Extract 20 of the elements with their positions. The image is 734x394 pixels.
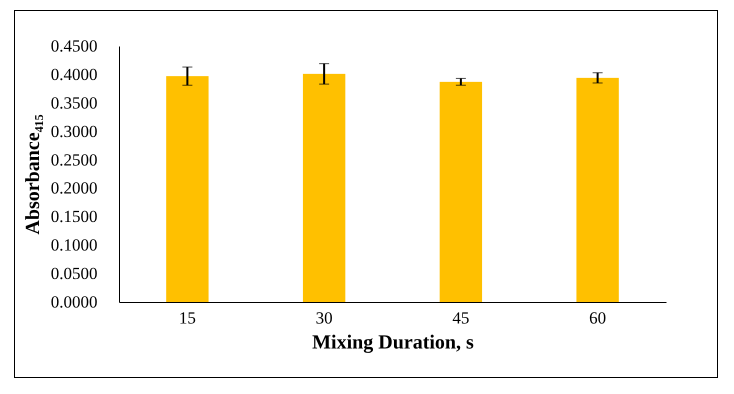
y-axis-title: Absorbance₄₁₅ xyxy=(22,114,44,235)
x-tick-label: 45 xyxy=(452,308,470,328)
bar xyxy=(440,82,482,302)
x-tick-label: 60 xyxy=(589,308,606,328)
y-tick-label: 0.2000 xyxy=(50,178,98,198)
y-tick-label: 0.3000 xyxy=(50,122,98,141)
x-axis-title: Mixing Duration, s xyxy=(312,332,474,354)
bar xyxy=(302,74,346,302)
y-tick-label: 0.4000 xyxy=(50,64,98,84)
y-tick-label: 0.0500 xyxy=(50,264,98,284)
y-tick-label: 0.1500 xyxy=(50,207,98,226)
bar xyxy=(166,76,209,302)
y-tick-label: 0.0000 xyxy=(50,292,98,312)
x-tick-label: 30 xyxy=(316,308,333,328)
y-tick-label: 0.3500 xyxy=(50,93,98,112)
y-tick-label: 0.1000 xyxy=(50,236,98,255)
y-tick-label: 0.4500 xyxy=(50,36,98,56)
bar xyxy=(576,78,619,302)
x-tick-label: 15 xyxy=(178,308,196,328)
y-tick-label: 0.2500 xyxy=(50,150,98,170)
